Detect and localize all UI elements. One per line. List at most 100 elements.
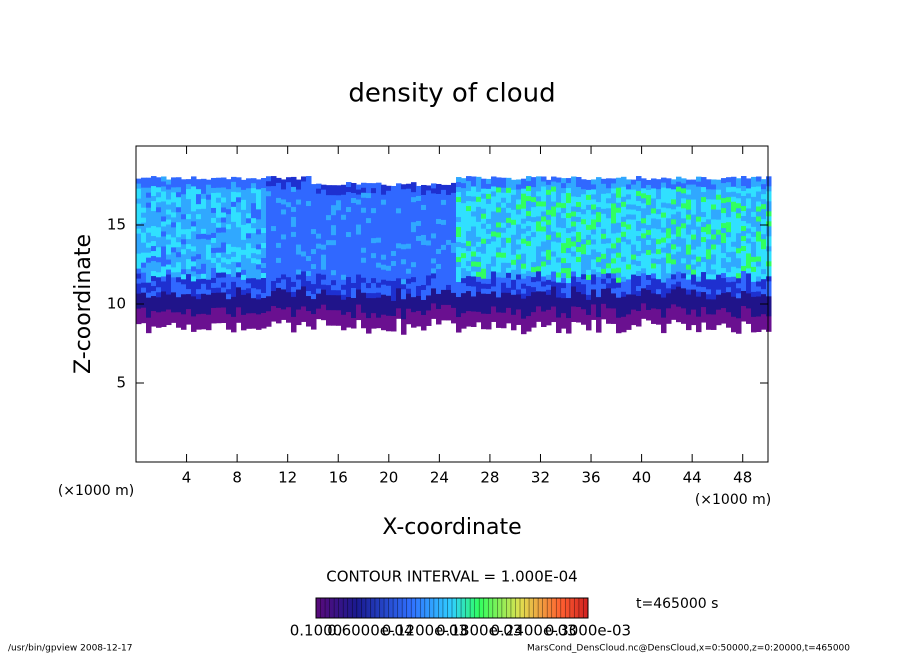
field-cell — [431, 183, 437, 189]
field-cell — [536, 246, 542, 252]
field-cell — [751, 271, 757, 278]
field-cell — [611, 313, 617, 319]
field-cell — [726, 287, 732, 293]
field-cell — [481, 273, 487, 280]
field-cell — [296, 229, 302, 236]
field-cell — [431, 313, 437, 319]
field-cell — [711, 254, 717, 260]
field-cell — [276, 182, 282, 189]
field-cell — [636, 201, 642, 207]
field-cell — [616, 212, 622, 219]
field-cell — [741, 316, 747, 322]
field-cell — [636, 206, 642, 212]
field-cell — [471, 246, 477, 252]
field-cell — [276, 207, 282, 214]
field-cell — [286, 267, 292, 273]
field-cell — [601, 263, 607, 270]
field-cell — [176, 292, 182, 298]
field-cell — [181, 324, 187, 330]
field-cell — [741, 256, 747, 262]
field-cell — [276, 227, 282, 234]
field-cell — [526, 221, 532, 227]
field-cell — [151, 321, 157, 327]
field-cell — [216, 217, 222, 224]
field-cell — [716, 259, 722, 266]
field-cell — [216, 197, 222, 204]
field-cell — [396, 233, 402, 239]
field-cell — [606, 228, 612, 234]
field-cell — [551, 226, 557, 233]
field-cell — [686, 199, 692, 206]
field-cell — [201, 273, 207, 280]
field-cell — [286, 217, 292, 223]
field-cell — [676, 251, 682, 258]
field-cell — [651, 308, 657, 314]
field-cell — [316, 188, 322, 195]
field-cell — [166, 304, 172, 311]
field-cell — [256, 234, 262, 240]
field-cell — [661, 272, 667, 279]
field-cell — [396, 198, 402, 204]
field-cell — [461, 193, 467, 199]
field-cell — [641, 288, 647, 294]
field-cell — [156, 307, 162, 313]
field-cell — [231, 251, 237, 258]
field-cell — [226, 189, 232, 195]
field-cell — [531, 317, 537, 323]
field-cell — [681, 263, 687, 269]
field-cell — [576, 232, 582, 238]
field-cell — [141, 287, 147, 294]
field-cell — [596, 287, 602, 293]
field-cell — [466, 236, 472, 242]
field-cell — [401, 259, 407, 265]
field-cell — [426, 265, 432, 271]
field-cell — [136, 238, 142, 245]
field-cell — [181, 189, 187, 195]
field-cell — [531, 202, 537, 208]
field-cell — [171, 282, 177, 288]
field-cell — [376, 207, 382, 214]
field-cell — [256, 324, 262, 330]
field-cell — [531, 302, 537, 308]
field-cell — [366, 238, 372, 244]
field-cell — [371, 313, 377, 319]
field-cell — [326, 275, 332, 281]
field-cell — [206, 234, 212, 241]
field-cell — [161, 301, 167, 307]
field-cell — [731, 301, 737, 308]
field-cell — [726, 217, 732, 223]
field-cell — [681, 253, 687, 259]
field-cell — [371, 288, 377, 294]
field-cell — [691, 199, 697, 206]
field-cell — [586, 184, 592, 191]
field-cell — [456, 327, 462, 333]
field-cell — [221, 197, 227, 204]
field-cell — [751, 291, 757, 298]
field-cell — [611, 268, 617, 274]
field-cell — [601, 278, 607, 285]
field-cell — [711, 234, 717, 240]
field-cell — [411, 267, 417, 273]
field-cell — [286, 192, 292, 198]
field-cell — [306, 311, 312, 317]
field-cell — [261, 233, 267, 239]
field-cell — [336, 245, 342, 251]
field-cell — [266, 181, 272, 187]
field-cell — [351, 283, 357, 289]
field-cell — [466, 281, 472, 287]
field-cell — [466, 256, 472, 262]
field-cell — [416, 320, 422, 327]
field-cell — [261, 293, 267, 299]
field-cell — [406, 263, 412, 270]
field-cell — [211, 232, 217, 239]
field-cell — [156, 237, 162, 243]
field-cell — [381, 324, 387, 331]
field-cell — [606, 298, 612, 304]
field-cell — [571, 301, 577, 307]
field-cell — [386, 260, 392, 267]
field-cell — [441, 219, 447, 226]
field-cell — [206, 319, 212, 326]
field-cell — [706, 184, 712, 190]
field-cell — [626, 194, 632, 200]
field-cell — [521, 293, 527, 300]
